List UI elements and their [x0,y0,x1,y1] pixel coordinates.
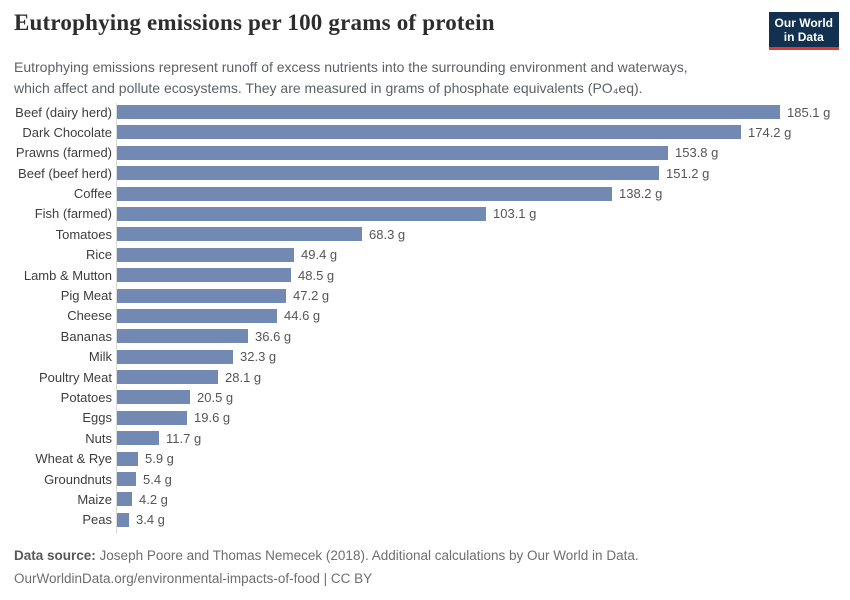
bar [117,288,286,303]
chart-subtitle-line1: Eutrophying emissions represent runoff o… [14,59,688,75]
value-label: 32.3 g [240,349,277,365]
bar [117,370,218,385]
owid-logo-line1: Our World [774,16,833,30]
bar-row: Dark Chocolate 174.2 g [0,124,830,140]
category-label: Maize [77,491,112,507]
category-label: Rice [85,247,112,263]
bar-row: Prawns (farmed) 153.8 g [0,145,830,161]
value-label: 48.5 g [298,267,335,283]
data-source-text: Joseph Poore and Thomas Nemecek (2018). … [99,548,639,563]
category-label: Poultry Meat [39,369,112,385]
category-label: Beef (beef herd) [18,165,112,181]
value-label: 151.2 g [666,165,710,181]
value-label: 20.5 g [197,389,234,405]
category-label: Eggs [82,410,112,426]
category-label: Prawns (farmed) [15,145,112,161]
bar-row: Tomatoes 68.3 g [0,226,830,242]
bar-row: Groundnuts 5.4 g [0,471,830,487]
bar [117,105,780,119]
value-label: 11.7 g [166,430,202,446]
value-label: 47.2 g [293,288,330,304]
bar [117,227,362,242]
category-label: Coffee [73,186,112,202]
license-line: OurWorldinData.org/environmental-impacts… [14,571,373,586]
bar-row: Milk 32.3 g [0,349,830,365]
bar-row: Lamb & Mutton 48.5 g [0,267,830,283]
category-label: Peas [82,512,112,528]
bar [117,349,233,364]
bar [117,512,129,527]
value-label: 68.3 g [369,226,406,242]
category-label: Lamb & Mutton [23,267,112,283]
value-label: 5.4 g [143,471,172,487]
owid-logo: Our World in Data [768,12,839,50]
bar-row: Coffee 138.2 g [0,186,830,202]
bar-row: Maize 4.2 g [0,491,830,507]
category-label: Groundnuts [44,471,112,487]
bar-row: Potatoes 20.5 g [0,389,830,405]
value-label: 138.2 g [619,186,663,202]
bar [117,410,187,425]
value-label: 5.9 g [145,451,174,467]
bar-row: Bananas 36.6 g [0,328,830,344]
bar-row: Peas 3.4 g [0,512,830,528]
category-label: Nuts [85,430,112,446]
bar [117,145,668,160]
bar [117,492,132,507]
category-label: Dark Chocolate [22,124,112,140]
value-label: 103.1 g [493,206,537,222]
owid-logo-line2: in Data [783,30,824,44]
bar [117,329,248,344]
bar [117,431,159,446]
bar-row: Beef (beef herd) 151.2 g [0,165,830,181]
bar-row: Beef (dairy herd) 185.1 g [0,104,831,120]
bar [117,451,138,466]
bar [117,186,612,201]
bar [117,308,277,323]
category-label: Cheese [67,308,112,324]
value-label: 49.4 g [301,247,338,263]
bar-row: Wheat & Rye 5.9 g [0,451,830,467]
value-label: 36.6 g [255,328,292,344]
data-source-line: Data source: Joseph Poore and Thomas Nem… [14,544,639,567]
bar [117,125,741,140]
bar [117,247,294,262]
y-axis-line [116,103,117,534]
bar-row: Poultry Meat 28.1 g [0,369,830,385]
value-label: 19.6 g [194,410,231,426]
category-label: Fish (farmed) [34,206,112,222]
bar [117,472,136,487]
bar-row: Nuts 11.7 g [0,430,830,446]
bar-row: Cheese 44.6 g [0,308,830,324]
category-label: Wheat & Rye [35,451,112,467]
bar [117,268,291,283]
value-label: 174.2 g [748,124,792,140]
category-label: Tomatoes [55,226,112,242]
category-label: Pig Meat [60,288,112,304]
chart-footer: Data source: Joseph Poore and Thomas Nem… [14,544,639,590]
bar-row: Fish (farmed) 103.1 g [0,206,830,222]
value-label: 153.8 g [675,145,719,161]
value-label: 3.4 g [136,512,165,528]
bar-chart: Beef (dairy herd) 185.1 g Dark Chocolate 17… [0,105,830,533]
bar-row: Eggs 19.6 g [0,410,830,426]
category-label: Potatoes [60,389,112,405]
bar [117,206,486,221]
bar-row: Rice 49.4 g [0,247,830,263]
data-source-label: Data source: [14,548,96,563]
value-label: 4.2 g [139,491,168,507]
chart-title: Eutrophying emissions per 100 grams of p… [14,10,495,35]
bar [117,390,190,405]
category-label: Beef (dairy herd) [15,104,112,120]
chart-subtitle: Eutrophying emissions represent runoff o… [14,57,774,99]
chart-subtitle-line2: which affect and pollute ecosystems. The… [14,80,643,96]
value-label: 28.1 g [225,369,262,385]
bar-row: Pig Meat 47.2 g [0,288,830,304]
value-label: 44.6 g [284,308,321,324]
category-label: Bananas [60,328,112,344]
bar [117,166,659,181]
category-label: Milk [88,349,112,365]
value-label: 185.1 g [787,104,831,120]
